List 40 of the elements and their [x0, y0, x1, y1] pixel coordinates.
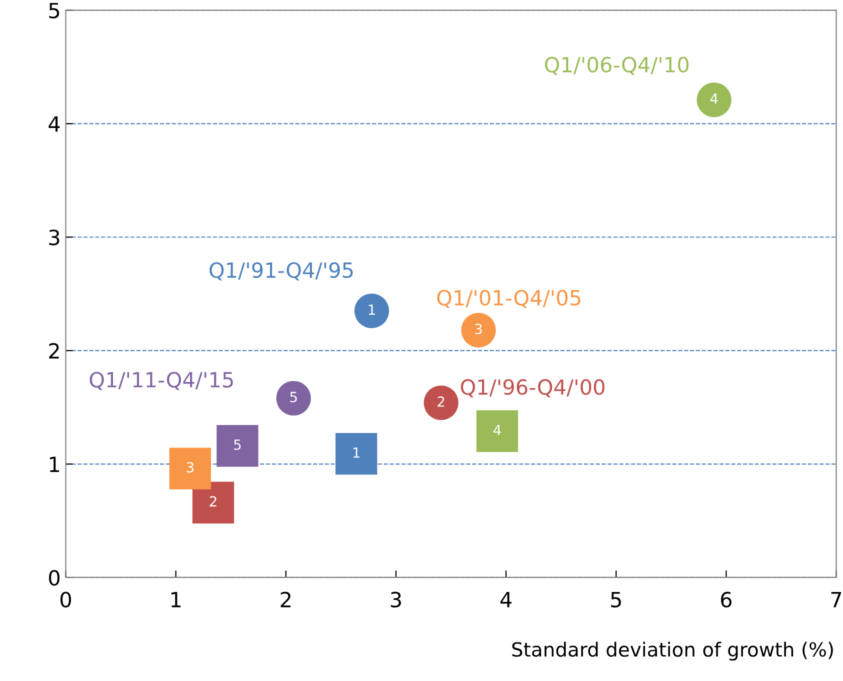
- y-tick-label: 1: [50, 456, 59, 472]
- annotation: 5: [290, 392, 297, 402]
- x-tick-label: 2: [280, 592, 290, 608]
- y-tick-label: 4: [48, 116, 60, 132]
- annotation: 2: [438, 396, 444, 407]
- annotation: 2: [210, 496, 216, 506]
- annotation: 1: [368, 304, 375, 315]
- x-tick-label: 7: [831, 592, 842, 608]
- text: Q1/'11-Q4/'15: [90, 372, 233, 390]
- point: [461, 312, 496, 348]
- x-tick-label: 1: [171, 592, 181, 608]
- x-tick-label: 0: [60, 592, 71, 608]
- point: [424, 385, 458, 420]
- x-tick-label: 3: [390, 592, 401, 608]
- point: [169, 448, 211, 490]
- x-tick-label: 4: [500, 592, 512, 608]
- annotation: 5: [234, 440, 241, 450]
- series-label: Q1/'01-Q4/'05: [437, 290, 580, 308]
- x-tick-label: 6: [721, 592, 732, 608]
- y-tick-label: 2: [49, 343, 59, 358]
- series-label: Q1/'91-Q4/'95: [210, 262, 353, 280]
- annotation: 3: [475, 324, 482, 334]
- annotation: 4: [710, 94, 718, 104]
- point: [696, 82, 732, 118]
- series-label: Q1/'06-Q4/'10: [544, 56, 689, 75]
- annotation: 1: [353, 448, 360, 458]
- point: [276, 380, 311, 416]
- x-axis-title: Standard deviation of growth (%): [512, 642, 833, 661]
- x-tick-label: 5: [611, 592, 621, 608]
- y-tick-label: 5: [49, 2, 60, 18]
- point: [336, 432, 378, 475]
- point: [192, 482, 234, 524]
- y-tick-label: 0: [49, 570, 60, 586]
- annotation: 4: [493, 424, 501, 435]
- point: [354, 294, 390, 328]
- y-tick-label: 3: [49, 230, 60, 246]
- point: [216, 425, 258, 467]
- point: [476, 410, 518, 452]
- annotation: 3: [186, 462, 194, 473]
- series-label: Q1/'96-Q4/'00: [460, 379, 604, 398]
